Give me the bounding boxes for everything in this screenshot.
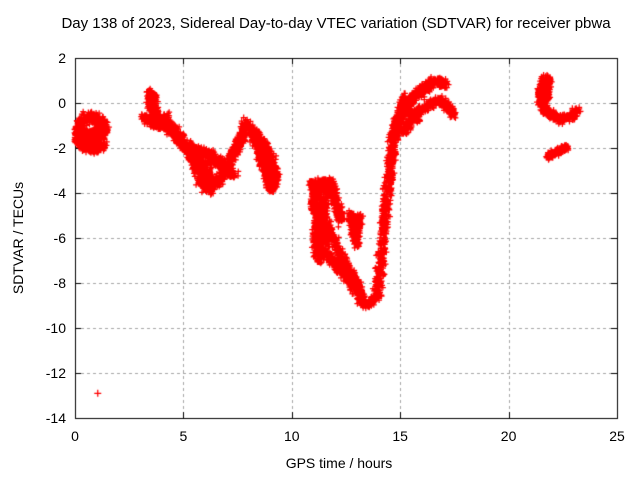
y-tick-label--4: -4 — [53, 185, 66, 201]
x-tick-label-10: 10 — [284, 428, 300, 444]
y-tick-label--6: -6 — [53, 230, 66, 246]
x-tick-label-20: 20 — [500, 428, 517, 444]
x-tick-label-5: 5 — [179, 428, 188, 444]
y-tick-label--2: -2 — [53, 140, 66, 156]
y-tick-label--8: -8 — [53, 275, 66, 291]
x-tick-label-25: 25 — [609, 428, 625, 444]
y-tick-label-0: 0 — [58, 95, 66, 111]
y-tick-label--12: -12 — [45, 365, 66, 381]
y-tick-label--10: -10 — [45, 320, 66, 336]
chart-title: Day 138 of 2023, Sidereal Day-to-day VTE… — [61, 15, 611, 32]
x-tick-label-0: 0 — [71, 428, 79, 444]
y-tick-label--14: -14 — [45, 410, 66, 426]
y-tick-label-2: 2 — [58, 50, 66, 66]
x-tick-label-15: 15 — [392, 428, 408, 444]
x-axis-label: GPS time / hours — [285, 455, 393, 471]
